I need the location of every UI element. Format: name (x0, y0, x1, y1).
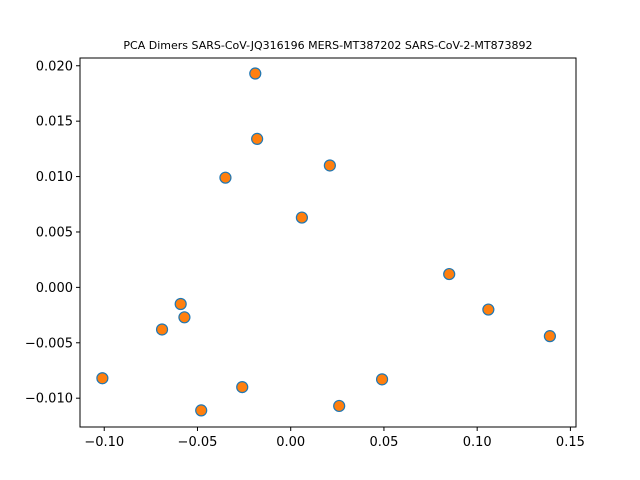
y-tick-label: 0.020 (36, 59, 73, 74)
x-tick-label: −0.05 (178, 435, 218, 450)
data-points (96, 67, 556, 417)
data-point (249, 67, 262, 80)
chart-title: PCA Dimers SARS-CoV-JQ316196 MERS-MT3872… (123, 39, 532, 52)
y-tick-label: −0.005 (25, 336, 73, 351)
data-point (174, 297, 187, 311)
x-tick-label: −0.10 (84, 435, 124, 450)
x-tick-label: 0.15 (556, 435, 585, 450)
data-point (323, 159, 336, 172)
y-tick-label: 0.010 (36, 170, 73, 185)
y-axis: −0.010 −0.005 0.000 0.005 0.010 0.015 0.020 (25, 59, 80, 407)
x-tick-label: 0.00 (276, 435, 305, 450)
x-tick-label: 0.05 (369, 435, 398, 450)
data-point (195, 404, 208, 417)
data-point (482, 303, 495, 316)
data-point (219, 171, 232, 184)
x-axis: −0.10 −0.05 0.00 0.05 0.10 0.15 (84, 427, 585, 450)
data-point (236, 381, 249, 394)
data-point (178, 311, 191, 324)
data-point (295, 211, 308, 224)
y-tick-label: 0.015 (36, 115, 73, 130)
data-point (333, 399, 346, 413)
plot-area-frame (79, 57, 577, 428)
y-tick-label: 0.005 (36, 225, 73, 240)
data-point (543, 330, 556, 343)
x-tick-label: 0.10 (463, 435, 492, 450)
data-point (96, 372, 109, 385)
data-point (443, 267, 456, 281)
data-point (375, 373, 389, 386)
data-point (155, 323, 169, 336)
y-tick-label: 0.000 (36, 281, 73, 296)
y-tick-label: −0.010 (25, 392, 73, 407)
data-point (251, 132, 264, 145)
